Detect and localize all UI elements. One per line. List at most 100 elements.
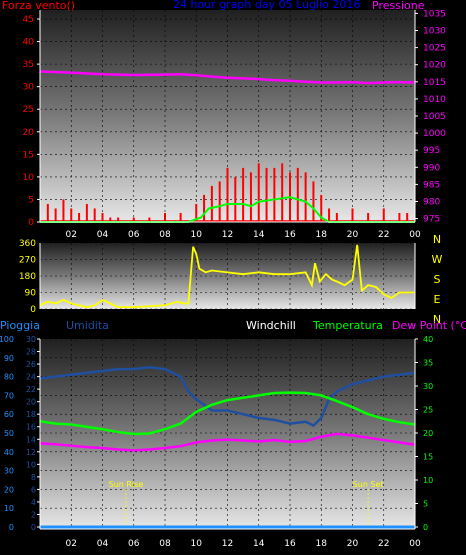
x-tick-label: 00: [409, 539, 421, 549]
temperature-tick-label: 35: [423, 359, 433, 368]
x-tick-label: 20: [347, 539, 359, 549]
legend-umidita: Umidita: [66, 319, 109, 332]
pressure-tick-label: 1030: [423, 27, 446, 37]
x-tick-label: 14: [253, 230, 265, 240]
dewpoint-tick-label: 12: [26, 448, 36, 457]
wind-bar: [93, 208, 96, 222]
pressure-tick-label: 1025: [423, 44, 446, 54]
wind-bar: [62, 199, 65, 222]
degree-tick-label: 270: [19, 256, 36, 266]
wind-bar: [101, 212, 104, 222]
pressure-tick-label: 985: [423, 180, 440, 190]
pressure-tick-label: 1000: [423, 129, 446, 139]
pressure-tick-label: 1005: [423, 112, 446, 122]
temperature-tick-label: 15: [423, 453, 433, 462]
x-tick-label: 18: [316, 230, 328, 240]
x-tick-label: 10: [191, 539, 203, 549]
wind-tick-label: 20: [23, 128, 35, 138]
wind-bar: [85, 203, 88, 222]
wind-bar: [242, 167, 245, 222]
dewpoint-tick-label: 4: [31, 498, 36, 507]
wind-bar: [312, 181, 315, 222]
x-tick-label: 18: [316, 539, 328, 549]
x-tick-label: 04: [97, 230, 109, 240]
temperature-tick-label: 40: [423, 335, 433, 344]
temperature-series: [39, 391, 416, 436]
humidity-line: [39, 365, 416, 427]
humidity-tick-label: 90: [4, 354, 14, 363]
wind-average-series: [40, 196, 415, 223]
dewpoint-tick-label: 24: [26, 373, 36, 382]
dewpoint-tick-label: 30: [26, 335, 36, 344]
wind-tick-label: 25: [23, 105, 34, 115]
x-tick-label: 08: [159, 539, 171, 549]
temperature-tick-label: 5: [423, 500, 428, 509]
wind-bar: [148, 217, 151, 222]
wind-bar: [265, 167, 268, 222]
wind-bar: [335, 212, 338, 222]
annotation-label: Sun Rise: [109, 480, 144, 489]
humidity-tick-label: 0: [9, 523, 14, 532]
wind-tick-label: 40: [23, 38, 35, 48]
x-tick-label: 12: [222, 230, 233, 240]
wind-bar: [320, 194, 323, 222]
wind-x-ticks: 02 04 06 08 10 12 14 16 18 20 22 00: [40, 221, 421, 240]
temperature-line: [39, 391, 416, 436]
pressure-right-ticks: 975 980 985 990 995 1000 1005 1010 1015 1020 1025 1…: [414, 9, 446, 225]
sun-annotations: Sun Rise Sun Set: [109, 480, 384, 529]
pressure-tick-label: 1035: [423, 9, 446, 19]
chart-title: 24 hour graph day 05 Luglio 2016: [173, 0, 360, 11]
legend-windchill: Windchill: [246, 319, 296, 332]
dewpoint-tick-label: 2: [31, 510, 36, 519]
pressure-tick-label: 980: [423, 197, 440, 207]
wind-bar: [273, 167, 276, 222]
pressure-series: [39, 70, 416, 85]
wind-bar: [46, 203, 49, 222]
humidity-tick-label: 10: [4, 504, 14, 513]
wind-bar: [234, 176, 237, 222]
wind-tick-label: 45: [23, 15, 34, 25]
pressure-tick-label: 1010: [423, 95, 446, 105]
dewpoint-tick-label: 16: [26, 423, 36, 432]
wind-axis-label: Forza vento(): [2, 0, 75, 12]
wind-bar: [218, 181, 221, 222]
temperature-x-ticks: 02 04 06 08 10 12 14 16 18 20 22 00: [40, 528, 421, 549]
wind-average-line: [40, 196, 415, 223]
x-tick-label: 16: [284, 230, 296, 240]
wind-bar: [117, 217, 120, 222]
humidity-tick-label: 50: [4, 429, 14, 438]
dewpoint-tick-label: 18: [26, 410, 36, 419]
wind-direction-series: [39, 244, 415, 309]
wind-direction-line: [39, 244, 415, 309]
humidity-tick-label: 100: [0, 335, 14, 344]
pressure-tick-label: 1020: [423, 61, 446, 71]
compass-label: N: [433, 313, 441, 326]
humidity-tick-label: 20: [4, 485, 14, 494]
wind-bar: [398, 212, 401, 222]
legend-pioggia: Pioggia: [0, 319, 40, 332]
compass-label: W: [432, 253, 443, 266]
dewpoint-line: [39, 432, 416, 452]
degree-tick-label: 90: [25, 289, 37, 299]
dewpoint-tick-label: 20: [26, 398, 36, 407]
dewpoint-tick-label: 0: [31, 523, 36, 532]
dewpoint-tick-label: 28: [26, 348, 36, 357]
wind-bar: [351, 208, 354, 222]
wind-tick-label: 15: [23, 150, 34, 160]
legend-temperatura: Temperatura: [312, 319, 383, 332]
x-tick-label: 08: [159, 230, 171, 240]
pressure-tick-label: 975: [423, 215, 440, 225]
dewpoint-series: [39, 432, 416, 452]
humidity-tick-label: 60: [4, 410, 14, 419]
wind-tick-label: 5: [28, 195, 34, 205]
x-tick-label: 12: [222, 539, 233, 549]
wind-bar: [179, 212, 182, 222]
humidity-tick-label: 70: [4, 391, 14, 400]
temperature-tick-label: 25: [423, 406, 433, 415]
wind-bar: [70, 208, 73, 222]
wind-bar: [109, 217, 112, 222]
temperature-tick-label: 20: [423, 429, 433, 438]
